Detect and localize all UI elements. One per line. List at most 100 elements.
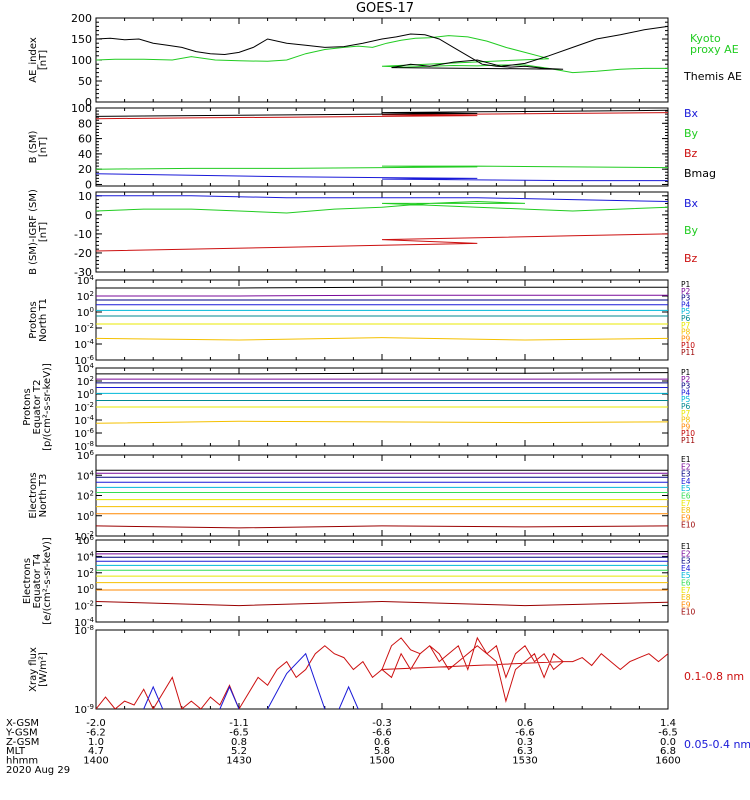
y-tick-label: 100 <box>71 54 92 67</box>
y-tick-label: 10-8 <box>74 440 94 453</box>
y-axis-label: [p/(cm²-s-sr-keV)] <box>42 363 53 451</box>
legend-entry: P6 <box>681 402 691 411</box>
y-axis-label: [nT] <box>38 137 49 157</box>
y-axis-label: Electrons <box>22 558 33 604</box>
y-axis-label: B (SM) <box>28 130 39 163</box>
legend-entry: E10 <box>681 608 696 617</box>
series-group <box>96 286 668 341</box>
panel-frame <box>95 191 669 273</box>
legend-entry: P4 <box>681 388 691 397</box>
axis-row-value: 0.3 <box>517 737 533 748</box>
series-line-Bx <box>96 195 668 204</box>
y-tick-label: 10-4 <box>74 414 94 427</box>
legend-entry: E8 <box>681 593 691 602</box>
series-line-0.1-0.8-nm <box>96 636 668 709</box>
axis-row-value: -0.3 <box>372 718 392 729</box>
legend-entry: Kyoto <box>690 32 721 45</box>
axis-row-label: MLT <box>6 746 26 757</box>
axis-row-value: 0.6 <box>517 718 533 729</box>
y-tick-label: 10-4 <box>74 616 94 629</box>
series-line-Bz <box>96 230 668 252</box>
y-tick-label: -10 <box>74 228 92 241</box>
series-line-E10 <box>96 600 668 607</box>
legend-entry: P8 <box>681 416 691 425</box>
axis-row-label: Y-GSM <box>5 727 38 738</box>
series-line-0.05-0.4-nm <box>219 685 240 709</box>
legend-entry: E2 <box>681 462 691 471</box>
legend-entry: E9 <box>681 513 691 522</box>
y-tick-label: 106 <box>77 449 95 462</box>
y-axis-label: Protons <box>22 388 33 425</box>
legend-entry: 0.1-0.8 nm <box>684 670 744 683</box>
legend-entry: E1 <box>681 455 691 464</box>
y-axis-label: Equator T4 <box>32 554 43 609</box>
legend-entry: P10 <box>681 341 695 350</box>
legend-entry: proxy AE <box>690 43 739 56</box>
legend-entry: P11 <box>681 436 695 445</box>
legend-entry: E6 <box>681 492 691 501</box>
axis-row-value: 5.8 <box>374 746 390 757</box>
legend-entry: Bx <box>684 197 699 210</box>
axis-row-value: 4.7 <box>88 746 104 757</box>
series-line-0.05-0.4-nm <box>143 685 164 709</box>
y-tick-label: 10-2 <box>74 322 94 335</box>
y-tick-label: 200 <box>71 12 92 25</box>
y-tick-label: 60 <box>78 133 92 146</box>
legend-entry: P9 <box>681 422 691 431</box>
series-group <box>96 469 668 529</box>
legend-entry: P10 <box>681 429 695 438</box>
y-tick-label: 100 <box>77 583 94 596</box>
y-tick-label: 104 <box>77 469 95 482</box>
axis-row-value: -6.6 <box>372 727 392 738</box>
series-line-Themis-AE <box>96 25 668 70</box>
y-tick-label: 10-9 <box>74 703 94 716</box>
legend-entry: P2 <box>681 375 691 384</box>
legend-entry: E7 <box>681 499 691 508</box>
panel-bsm: 0 20 40 60 80 100 B (SM) [nT] Bx By Bz Bmag <box>28 102 716 191</box>
axis-row-value: 1500 <box>369 756 394 767</box>
legend-entry: P5 <box>681 307 691 316</box>
legend-entry: Bz <box>684 252 698 265</box>
legend-entry: By <box>684 224 699 237</box>
panel-p-north: 104 102 100 10-2 10-4 10-6 Protons North T1 P1P2… <box>28 274 695 367</box>
y-tick-label: 10-6 <box>74 354 94 367</box>
y-tick-label: 80 <box>78 117 92 130</box>
legend-entry: P6 <box>681 314 691 323</box>
series-line-E10 <box>96 525 668 529</box>
y-tick-label: 104 <box>77 274 95 287</box>
y-tick-label: 150 <box>71 33 92 46</box>
y-axis-label: [nT] <box>38 222 49 242</box>
series-line-Bx <box>96 173 668 183</box>
legend-entry: P2 <box>681 287 691 296</box>
axis-row-value: 0.8 <box>231 737 247 748</box>
legend-entry: P7 <box>681 409 691 418</box>
axis-row-label: X-GSM <box>6 718 39 729</box>
y-axis-label: Equator T2 <box>32 380 43 435</box>
axis-row-value: 6.8 <box>660 746 676 757</box>
y-tick-label: 40 <box>78 148 92 161</box>
series-line-Bmag <box>96 109 668 117</box>
y-axis-label: [W/m²] <box>38 652 49 687</box>
series-line-Bz <box>96 111 668 120</box>
axis-row-label: Z-GSM <box>6 737 39 748</box>
y-tick-label: 102 <box>77 290 94 303</box>
panel-frame <box>95 279 669 361</box>
y-axis-label: AE_index <box>28 37 39 83</box>
y-tick-label: 10-4 <box>74 338 94 351</box>
series-line-0.05-0.4-nm <box>267 652 326 709</box>
legend-entry: E3 <box>681 470 691 479</box>
legend-entry: P3 <box>681 382 691 391</box>
y-tick-label: 0 <box>85 178 92 191</box>
axis-row-value: 0.6 <box>374 737 390 748</box>
y-tick-label: 100 <box>77 306 94 319</box>
y-tick-label: -20 <box>74 247 92 260</box>
y-tick-label: 50 <box>78 75 92 88</box>
y-tick-label: 10-2 <box>74 401 94 414</box>
axis-row-value: -6.5 <box>658 727 678 738</box>
legend-entry: E6 <box>681 579 691 588</box>
y-axis-label: [nT] <box>38 50 49 70</box>
y-axis-label: Protons <box>28 301 39 338</box>
legend-entry: P1 <box>681 368 691 377</box>
legend-entry: P9 <box>681 334 691 343</box>
